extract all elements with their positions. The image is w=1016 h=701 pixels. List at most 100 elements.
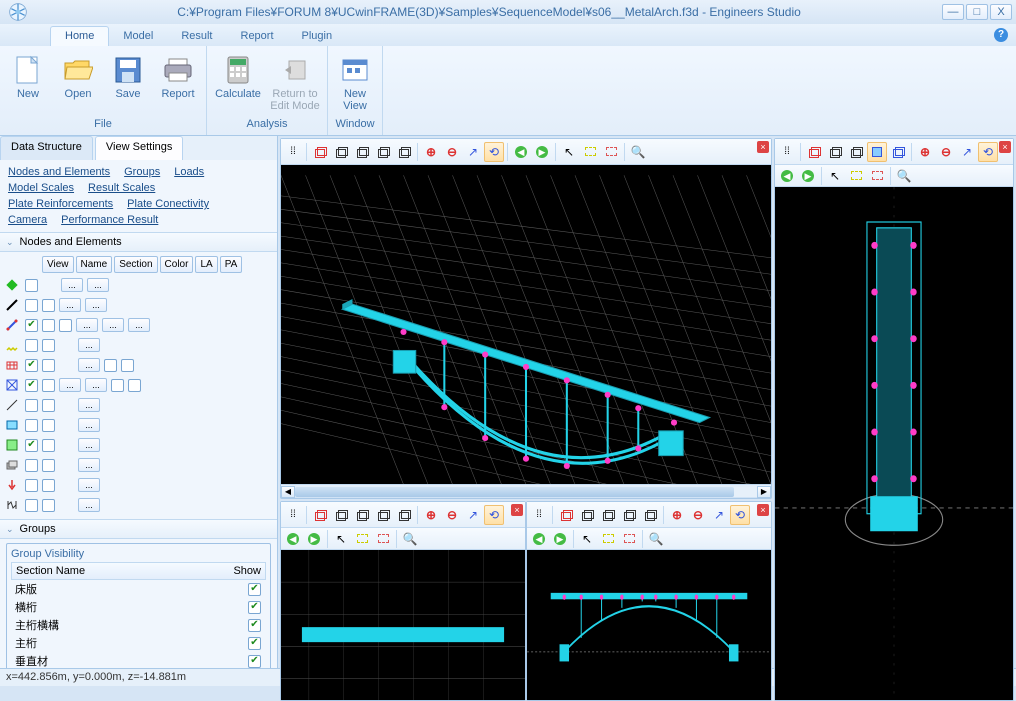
link-nodes-elements[interactable]: Nodes and Elements <box>8 166 110 178</box>
groups-header[interactable]: ⌄Groups <box>0 519 277 539</box>
checkbox[interactable] <box>121 359 134 372</box>
forward-icon[interactable]: ▶ <box>798 166 818 186</box>
rotate-icon[interactable]: ⟲ <box>730 505 750 525</box>
select-rect-icon[interactable] <box>352 529 372 549</box>
magnify-icon[interactable]: 🔍 <box>400 529 420 549</box>
link-groups[interactable]: Groups <box>124 166 160 178</box>
zoom-in-icon[interactable]: ⊕ <box>915 142 935 162</box>
checkbox[interactable] <box>25 399 38 412</box>
viewport-canvas[interactable] <box>281 165 771 484</box>
link-result-scales[interactable]: Result Scales <box>88 182 155 194</box>
more-button[interactable]: ... <box>78 458 100 472</box>
tab-home[interactable]: Home <box>50 26 109 46</box>
cube-icon[interactable] <box>640 505 660 525</box>
scroll-left-icon[interactable]: ◀ <box>281 486 295 498</box>
tab-model[interactable]: Model <box>109 27 167 46</box>
zoom-in-icon[interactable]: ⊕ <box>421 505 441 525</box>
report-button[interactable]: Report <box>156 50 200 116</box>
forward-icon[interactable]: ▶ <box>304 529 324 549</box>
close-viewport-icon[interactable]: × <box>757 141 769 153</box>
select-rect-icon[interactable] <box>598 529 618 549</box>
tab-report[interactable]: Report <box>227 27 288 46</box>
checkbox[interactable] <box>42 339 55 352</box>
checkbox[interactable] <box>25 459 38 472</box>
cube-icon[interactable] <box>394 505 414 525</box>
grip-icon[interactable]: ⁞⁞ <box>283 142 303 162</box>
checkbox[interactable] <box>42 399 55 412</box>
checkbox[interactable] <box>42 379 55 392</box>
checkbox[interactable]: ✔ <box>248 655 261 668</box>
scrollbar-horizontal[interactable]: ◀ ▶ <box>281 484 771 498</box>
grip-icon[interactable]: ⁞⁞ <box>529 505 549 525</box>
new-button[interactable]: New <box>6 50 50 116</box>
cube-icon[interactable] <box>394 142 414 162</box>
checkbox[interactable]: ✔ <box>248 601 261 614</box>
more-button[interactable]: ... <box>78 418 100 432</box>
checkbox[interactable]: ✔ <box>248 637 261 650</box>
select-rect-icon[interactable] <box>619 529 639 549</box>
cube-icon[interactable] <box>331 505 351 525</box>
select-rect-icon[interactable] <box>846 166 866 186</box>
magnify-icon[interactable]: 🔍 <box>894 166 914 186</box>
cursor-icon[interactable]: ↖ <box>577 529 597 549</box>
checkbox[interactable]: ✔ <box>25 439 38 452</box>
cube-icon[interactable] <box>846 142 866 162</box>
checkbox[interactable] <box>42 319 55 332</box>
checkbox[interactable] <box>128 379 141 392</box>
back-icon[interactable]: ◀ <box>511 142 531 162</box>
col-la[interactable]: LA <box>195 256 217 273</box>
rotate-icon[interactable]: ⟲ <box>978 142 998 162</box>
minimize-button[interactable]: — <box>942 4 964 20</box>
more-button[interactable]: ... <box>59 378 81 392</box>
checkbox[interactable] <box>42 499 55 512</box>
col-pa[interactable]: PA <box>220 256 243 273</box>
more-button[interactable]: ... <box>78 478 100 492</box>
save-button[interactable]: Save <box>106 50 150 116</box>
grip-icon[interactable]: ⁞⁞ <box>777 142 797 162</box>
checkbox[interactable] <box>25 499 38 512</box>
close-viewport-icon[interactable]: × <box>757 504 769 516</box>
tab-data-structure[interactable]: Data Structure <box>0 136 93 160</box>
viewport-canvas[interactable] <box>281 550 525 700</box>
more-button[interactable]: ... <box>128 318 150 332</box>
tab-view-settings[interactable]: View Settings <box>95 136 183 160</box>
arrow-icon[interactable]: ↗ <box>709 505 729 525</box>
new-view-button[interactable]: New View <box>334 50 376 116</box>
checkbox[interactable] <box>25 419 38 432</box>
more-button[interactable]: ... <box>78 438 100 452</box>
zoom-out-icon[interactable]: ⊖ <box>688 505 708 525</box>
checkbox[interactable] <box>25 479 38 492</box>
link-plate-conectivity[interactable]: Plate Conectivity <box>127 198 209 210</box>
more-button[interactable]: ... <box>78 398 100 412</box>
scroll-right-icon[interactable]: ▶ <box>757 486 771 498</box>
help-icon[interactable]: ? <box>994 28 1008 42</box>
link-performance-result[interactable]: Performance Result <box>61 214 158 226</box>
nodes-elements-header[interactable]: ⌄Nodes and Elements <box>0 232 277 252</box>
forward-icon[interactable]: ▶ <box>532 142 552 162</box>
zoom-out-icon[interactable]: ⊖ <box>442 505 462 525</box>
cube-wire-icon[interactable] <box>310 142 330 162</box>
cube-icon[interactable] <box>598 505 618 525</box>
col-color[interactable]: Color <box>160 256 194 273</box>
arrow-icon[interactable]: ↗ <box>463 142 483 162</box>
link-loads[interactable]: Loads <box>174 166 204 178</box>
col-name[interactable]: Name <box>76 256 113 273</box>
more-button[interactable]: ... <box>102 318 124 332</box>
cursor-icon[interactable]: ↖ <box>331 529 351 549</box>
maximize-button[interactable]: □ <box>966 4 988 20</box>
cube-icon[interactable] <box>619 505 639 525</box>
back-icon[interactable]: ◀ <box>283 529 303 549</box>
zoom-in-icon[interactable]: ⊕ <box>667 505 687 525</box>
checkbox[interactable] <box>42 459 55 472</box>
viewport-canvas[interactable] <box>775 187 1013 700</box>
checkbox[interactable]: ✔ <box>25 359 38 372</box>
checkbox[interactable] <box>42 439 55 452</box>
checkbox[interactable]: ✔ <box>25 319 38 332</box>
checkbox[interactable] <box>42 479 55 492</box>
cube-icon[interactable] <box>373 142 393 162</box>
rotate-icon[interactable]: ⟲ <box>484 142 504 162</box>
more-button[interactable]: ... <box>78 498 100 512</box>
cube-icon[interactable] <box>577 505 597 525</box>
more-button[interactable]: ... <box>78 358 100 372</box>
zoom-out-icon[interactable]: ⊖ <box>442 142 462 162</box>
